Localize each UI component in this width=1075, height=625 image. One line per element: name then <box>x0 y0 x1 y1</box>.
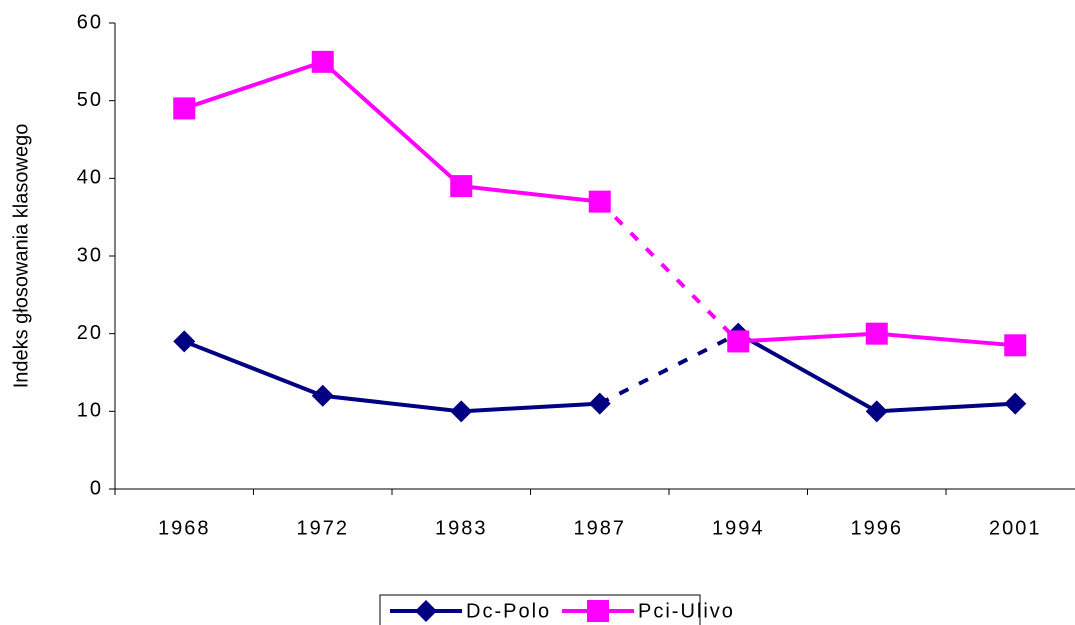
y-tick-label: 60 <box>77 11 103 33</box>
legend-marker <box>415 600 437 622</box>
x-tick-label: 1983 <box>435 517 488 539</box>
line-dashed-segment <box>598 200 740 343</box>
x-tick-label: 2001 <box>989 517 1042 539</box>
legend-label: Dc-Polo <box>466 600 551 622</box>
y-tick-label: 0 <box>90 477 103 499</box>
diamond-marker <box>173 330 196 353</box>
y-tick-label: 10 <box>77 400 103 422</box>
y-tick-label: 40 <box>77 167 103 189</box>
x-tick-label: 1994 <box>712 517 765 539</box>
square-marker <box>588 190 611 213</box>
legend-marker <box>587 600 609 622</box>
square-marker <box>450 175 473 198</box>
line-dashed-segment <box>598 331 740 406</box>
square-marker <box>1004 334 1027 357</box>
diamond-marker <box>450 400 473 423</box>
diamond-marker <box>588 392 611 415</box>
diamond-marker <box>865 400 888 423</box>
y-tick-label: 20 <box>77 322 103 344</box>
square-marker <box>727 330 750 353</box>
x-tick-label: 1972 <box>297 517 350 539</box>
line-series <box>183 59 600 204</box>
y-axis-label: Indeks głosowania klasowego <box>10 124 32 389</box>
y-tick-label: 50 <box>77 89 103 111</box>
line-series <box>737 331 1016 414</box>
diamond-marker <box>1004 392 1027 415</box>
x-tick-label: 1996 <box>851 517 904 539</box>
x-tick-label: 1987 <box>574 517 627 539</box>
legend-label: Pci-Ulivo <box>638 600 735 622</box>
square-marker <box>311 50 334 73</box>
line-series <box>183 339 600 414</box>
x-tick-label: 1968 <box>158 517 211 539</box>
diamond-marker <box>311 384 334 407</box>
legend-box <box>379 594 701 625</box>
square-marker <box>173 97 196 120</box>
y-tick-label: 30 <box>77 244 103 266</box>
square-marker <box>865 322 888 345</box>
